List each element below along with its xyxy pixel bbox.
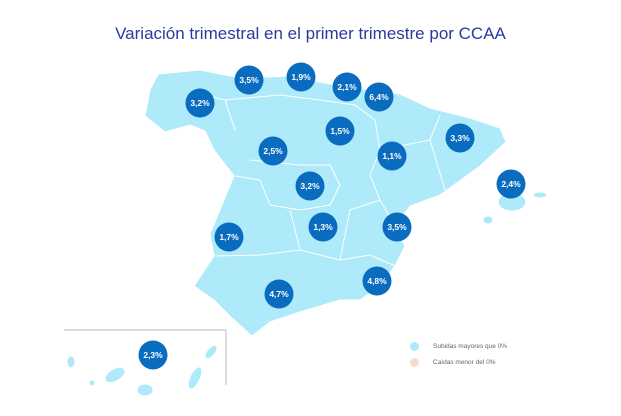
- map-title: Variación trimestral en el primer trimes…: [115, 24, 506, 43]
- canary-gomera: [88, 379, 96, 387]
- bubble-value: 3,3%: [450, 133, 470, 143]
- bubble-value: 1,3%: [313, 222, 333, 232]
- region-bubble: 3,5%: [382, 212, 412, 242]
- legend-label: Subidas mayores que 0%: [433, 343, 508, 350]
- bubble-circle: [214, 222, 244, 252]
- bubble-value: 6,4%: [369, 92, 389, 102]
- bubble-circle: [382, 212, 412, 242]
- mainland-spain: [144, 69, 507, 337]
- bubble-circle: [138, 340, 168, 370]
- bubble-circle: [496, 169, 526, 199]
- bubble-circle: [258, 136, 288, 166]
- region-bubble: 2,5%: [258, 136, 288, 166]
- bubble-value: 1,7%: [219, 232, 239, 242]
- bubble-value: 3,5%: [387, 222, 407, 232]
- bubble-circle: [377, 141, 407, 171]
- legend-label: Caídas menor del 0%: [433, 359, 496, 366]
- menorca: [532, 191, 548, 199]
- bubble-value: 2,4%: [501, 179, 521, 189]
- canary-la-palma: [66, 355, 76, 369]
- region-bubble: 4,8%: [362, 266, 392, 296]
- region-bubble: 1,1%: [377, 141, 407, 171]
- region-bubble: 3,5%: [234, 65, 264, 95]
- legend-negative: Caídas menor del 0%: [410, 358, 496, 367]
- bubble-circle: [295, 171, 325, 201]
- bubble-value: 2,3%: [143, 350, 163, 360]
- region-bubble: 2,3%: [138, 340, 168, 370]
- bubble-value: 1,5%: [330, 126, 350, 136]
- region-bubble: 4,7%: [264, 279, 294, 309]
- canary-gran-canaria: [136, 383, 154, 397]
- bubble-circle: [286, 62, 316, 92]
- bubble-circle: [185, 88, 215, 118]
- legend-swatch: [410, 358, 419, 367]
- canary-tenerife: [104, 366, 126, 384]
- bubble-value: 4,8%: [367, 276, 387, 286]
- canary-inset-frame: [64, 329, 227, 385]
- bubble-value: 1,1%: [382, 151, 402, 161]
- region-bubble: 1,3%: [308, 212, 338, 242]
- canary-fuerteventura: [187, 366, 203, 390]
- bubble-value: 3,2%: [300, 181, 320, 191]
- bubble-circle: [332, 72, 362, 102]
- bubble-circle: [362, 266, 392, 296]
- bubble-value: 3,2%: [190, 98, 210, 108]
- region-bubble: 2,1%: [332, 72, 362, 102]
- region-bubble: 1,7%: [214, 222, 244, 252]
- canary-lanzarote: [204, 344, 218, 360]
- region-bubble: 1,5%: [325, 116, 355, 146]
- bubble-circle: [364, 82, 394, 112]
- bubble-circle: [264, 279, 294, 309]
- region-bubble: 6,4%: [364, 82, 394, 112]
- inner-borders: [204, 94, 446, 267]
- bubble-circle: [445, 123, 475, 153]
- bubble-value: 2,1%: [337, 82, 357, 92]
- region-bubble: 3,2%: [295, 171, 325, 201]
- ibiza: [482, 215, 494, 225]
- bubble-value: 4,7%: [269, 289, 289, 299]
- region-bubble: 3,3%: [445, 123, 475, 153]
- region-bubble: 1,9%: [286, 62, 316, 92]
- bubble-value: 1,9%: [291, 72, 311, 82]
- bubble-value: 2,5%: [263, 146, 283, 156]
- bubble-circle: [234, 65, 264, 95]
- bubble-circle: [325, 116, 355, 146]
- region-bubble: 2,4%: [496, 169, 526, 199]
- legend-swatch: [410, 342, 419, 351]
- bubble-value: 3,5%: [239, 75, 259, 85]
- region-bubble: 3,2%: [185, 88, 215, 118]
- legend-positive: Subidas mayores que 0%: [410, 342, 507, 351]
- bubble-circle: [308, 212, 338, 242]
